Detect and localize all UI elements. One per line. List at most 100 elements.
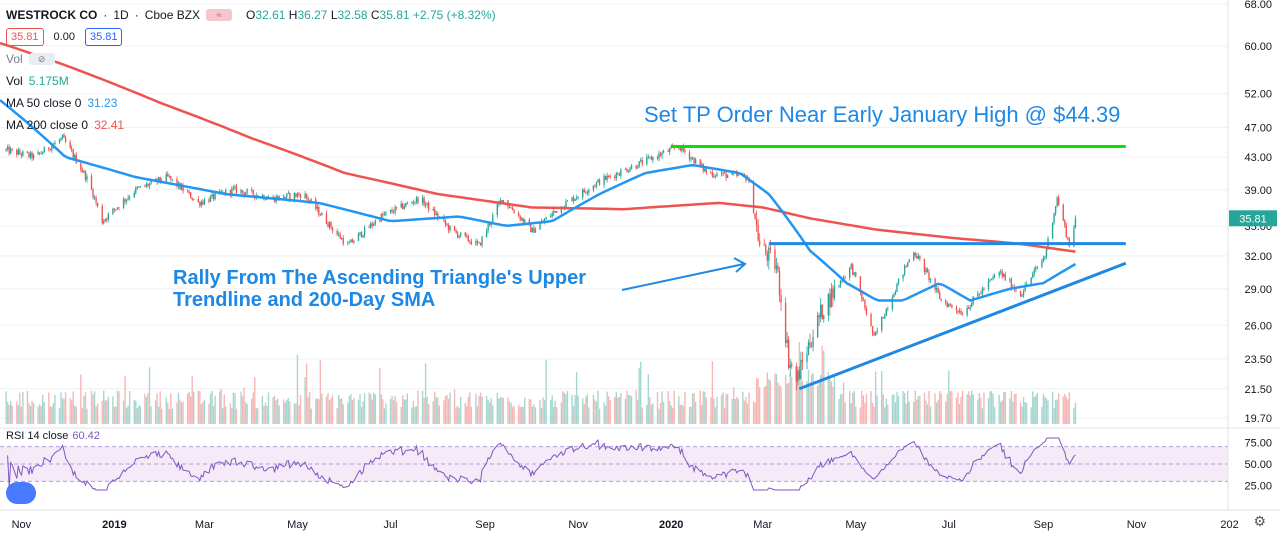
volume-bar (949, 390, 952, 424)
volume-bar (220, 388, 222, 424)
volume-bar (983, 392, 985, 424)
volume-bar (380, 394, 383, 424)
volume-bar (818, 381, 820, 424)
candle-body (513, 210, 515, 214)
volume-bar (138, 405, 140, 424)
candle-body (412, 202, 415, 204)
volume-bar (1054, 399, 1057, 424)
volume-bar (240, 391, 242, 424)
volume-bar (754, 402, 756, 424)
vol-toggle-label[interactable]: Vol (6, 52, 23, 66)
candle-body (519, 215, 521, 220)
ma50-label[interactable]: MA 50 close 0 (6, 96, 82, 110)
volume-bar (139, 406, 142, 424)
volume-bar (161, 408, 163, 424)
volume-bar (543, 400, 546, 424)
candle-body (481, 236, 483, 246)
volume-bar (882, 394, 884, 424)
ma200-label[interactable]: MA 200 close 0 (6, 118, 89, 132)
interval-label[interactable]: 1D (113, 8, 129, 22)
gear-icon[interactable]: ⚙ (1253, 513, 1266, 529)
volume-bar (554, 400, 556, 424)
eye-off-icon[interactable]: ⊘ (28, 53, 55, 65)
volume-bar (475, 393, 477, 424)
volume-bar (488, 402, 491, 424)
volume-bar (64, 392, 67, 424)
volume-bar (74, 405, 76, 424)
volume-bar (370, 393, 372, 424)
candle-body (929, 278, 932, 281)
volume-bar (923, 392, 926, 424)
candle-body (125, 199, 128, 202)
volume-bar (522, 406, 524, 424)
candle-body (147, 184, 149, 187)
volume-bar (167, 402, 169, 424)
candle-body (392, 212, 395, 213)
volume-bar (743, 400, 746, 424)
volume-bar (470, 406, 473, 424)
candle-body (135, 187, 137, 193)
volume-bar (798, 341, 801, 424)
candle-body (80, 163, 82, 170)
volume-bar (275, 400, 277, 424)
candle-body (667, 150, 669, 152)
vol-label[interactable]: Vol (6, 74, 23, 88)
symbol-title[interactable]: WESTROCK CO (6, 8, 98, 22)
volume-bar (1042, 393, 1045, 424)
bid-box[interactable]: 35.81 (6, 28, 44, 46)
volume-bar (449, 392, 451, 424)
candle-body (566, 200, 569, 202)
candle-body (298, 193, 300, 195)
candle-body (726, 175, 729, 178)
candle-body (264, 199, 267, 201)
candle-body (884, 315, 886, 319)
volume-bar (347, 402, 349, 424)
volume-bar (914, 390, 916, 424)
tradingview-logo-icon[interactable] (6, 482, 36, 504)
candle-body (385, 211, 387, 215)
volume-bar (885, 398, 887, 424)
ask-box[interactable]: 35.81 (84, 28, 123, 46)
volume-bar (264, 402, 267, 424)
volume-bar (795, 370, 797, 424)
volume-bar (426, 396, 428, 424)
ma50-row: MA 50 close 0 31.23 (6, 92, 496, 114)
candle-body (640, 160, 642, 162)
volume-bar (443, 400, 445, 424)
candle-body (948, 304, 950, 307)
candle-body (170, 176, 172, 180)
candle-body (485, 230, 488, 237)
volume-bar (704, 391, 706, 424)
candle-body (833, 286, 836, 299)
volume-bar (423, 398, 425, 424)
candle-body (191, 198, 193, 200)
candle-body (203, 199, 206, 205)
volume-bar (197, 390, 199, 424)
volume-bar (971, 390, 973, 424)
volume-bar (609, 400, 611, 424)
candle-body (251, 189, 253, 191)
candle-body (382, 213, 384, 216)
candle-body (363, 227, 366, 236)
toggle-pill-icon[interactable]: ≈ (206, 9, 233, 21)
volume-bar (189, 396, 192, 424)
volume-bar (406, 393, 408, 424)
volume-bar (502, 397, 505, 424)
volume-bar (1067, 399, 1069, 424)
rsi-label[interactable]: RSI 14 close (6, 430, 69, 442)
volume-bar (395, 401, 398, 424)
volume-bar (1024, 402, 1026, 424)
candle-body (391, 209, 393, 213)
candle-body (688, 152, 691, 160)
candle-body (565, 201, 567, 208)
candle-body (586, 192, 588, 194)
candle-body (939, 292, 941, 299)
volume-bar (464, 402, 466, 424)
volume-bar (17, 405, 19, 424)
volume-bar (437, 397, 439, 424)
volume-bar (763, 387, 765, 424)
candle-body (816, 315, 819, 338)
candle-body (63, 134, 65, 138)
